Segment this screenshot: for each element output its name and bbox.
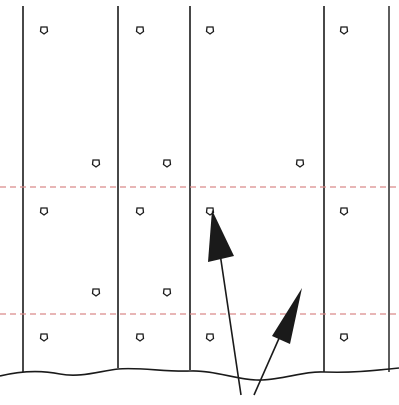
arrow-left-head xyxy=(208,210,234,262)
marker-top-col-5 xyxy=(339,26,349,35)
arrow-right-head xyxy=(272,288,302,344)
marker-top-col-2 xyxy=(135,26,145,35)
frame xyxy=(22,6,390,372)
marker-dashed-1-col-2 xyxy=(135,207,145,216)
marker-dashed-1-col-1 xyxy=(39,207,49,216)
marker-top-col-3 xyxy=(205,26,215,35)
marker-upper-mid-col-4 xyxy=(295,159,305,168)
marker-bottom-col-2 xyxy=(135,333,145,342)
arrow-right xyxy=(253,288,302,396)
dashed-lines xyxy=(0,186,399,315)
marker-bottom-col-3 xyxy=(205,333,215,342)
marker-lower-mid-col-2 xyxy=(162,288,172,297)
markers xyxy=(39,26,349,342)
wavy-bottom-edge xyxy=(0,367,399,381)
arrows xyxy=(208,210,302,396)
marker-upper-mid-col-2 xyxy=(162,159,172,168)
marker-bottom-col-1 xyxy=(39,333,49,342)
arrow-left xyxy=(208,210,242,396)
arrow-left-shaft xyxy=(217,239,242,396)
marker-lower-mid-col-1 xyxy=(91,288,101,297)
marker-upper-mid-col-1 xyxy=(91,159,101,168)
marker-dashed-1-col-5 xyxy=(339,207,349,216)
column-dividers xyxy=(117,6,325,372)
marker-top-col-1 xyxy=(39,26,49,35)
marker-bottom-col-5 xyxy=(339,333,349,342)
